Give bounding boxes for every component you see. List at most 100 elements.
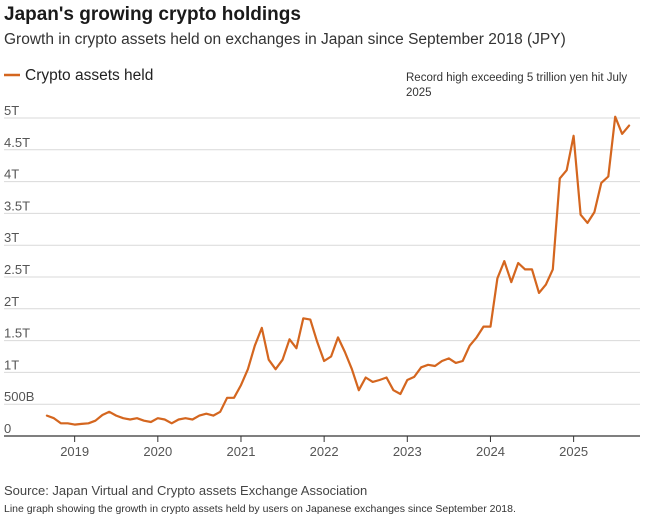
y-tick-label: 500B [4,389,34,404]
data-point [156,416,160,420]
series-layer [45,115,631,427]
data-point [239,383,243,387]
y-tick-label: 5T [4,103,19,118]
data-point [336,335,340,339]
data-point [267,358,271,362]
data-point [288,337,292,341]
data-point [558,176,562,180]
data-point [301,316,305,320]
data-point [163,418,167,422]
data-point [468,344,472,348]
data-point [433,364,437,368]
data-point [551,267,555,271]
data-point [475,335,479,339]
data-point [391,388,395,392]
y-tick-label: 3T [4,230,19,245]
data-point [73,423,77,427]
data-point [523,267,527,271]
data-point [426,363,430,367]
data-point [565,168,569,172]
y-tick-label: 2.5T [4,262,30,277]
data-point [45,414,49,418]
series-line-crypto-assets [45,115,631,426]
data-point [454,361,458,365]
data-point [544,283,548,287]
data-point [218,410,222,414]
x-tick-label: 2023 [393,444,422,459]
chart-title: Japan's growing crypto holdings [4,4,301,25]
data-point [121,416,125,420]
x-tick-label: 2021 [227,444,256,459]
y-tick-label: 4.5T [4,135,30,150]
data-point [246,367,250,371]
data-point [350,367,354,371]
source-note: Source: Japan Virtual and Crypto assets … [4,483,368,498]
data-point [530,267,534,271]
data-point [447,356,451,360]
y-tick-label: 1.5T [4,326,30,341]
data-point [599,181,603,185]
y-tick-label: 1T [4,357,19,372]
data-point [613,115,617,119]
data-point [211,414,215,418]
data-point [253,344,257,348]
data-point [572,134,576,138]
data-point [184,416,188,420]
data-point [142,419,146,423]
data-point [170,421,174,425]
data-point [225,396,229,400]
data-point [440,359,444,363]
data-point [80,422,84,426]
data-point [135,416,139,420]
data-points [45,115,631,427]
data-point [537,291,541,295]
x-tick-label: 2024 [476,444,505,459]
chart-subtitle: Growth in crypto assets held on exchange… [4,31,566,48]
gridlines [4,117,640,405]
data-point [586,221,590,225]
data-point [378,378,382,382]
data-point [482,325,486,329]
data-point [232,396,236,400]
data-point [398,392,402,396]
annotation-record-high: Record high exceeding 5 trillion yen hit… [406,72,627,99]
x-tick-label: 2025 [559,444,588,459]
data-point [606,175,610,179]
data-point [294,346,298,350]
data-point [59,421,63,425]
data-point [329,355,333,359]
data-point [114,414,118,418]
data-point [322,359,326,363]
x-tick-label: 2020 [143,444,172,459]
data-point [281,358,285,362]
data-point [308,318,312,322]
data-point [260,326,264,330]
data-point [52,416,56,420]
data-point [620,132,624,136]
data-point [93,419,97,423]
data-point [274,367,278,371]
data-point [419,365,423,369]
data-point [149,420,153,424]
data-point [364,376,368,380]
y-axis-labels: 0 500B 1T 1.5T 2T 2.5T 3T 3.5T 4T 4.5T 5T [4,103,34,436]
data-point [627,124,631,128]
y-tick-label: 2T [4,294,19,309]
data-point [343,350,347,354]
x-tick-label: 2022 [310,444,339,459]
data-point [357,388,361,392]
legend: Crypto assets held [4,67,153,84]
data-point [315,340,319,344]
data-point [197,414,201,418]
data-point [592,210,596,214]
data-point [107,410,111,414]
data-point [405,378,409,382]
data-point [385,376,389,380]
y-tick-label: 0 [4,421,11,436]
x-tick-label: 2019 [60,444,89,459]
data-point [461,359,465,363]
data-point [489,325,493,329]
data-point [87,421,91,425]
data-point [177,418,181,422]
